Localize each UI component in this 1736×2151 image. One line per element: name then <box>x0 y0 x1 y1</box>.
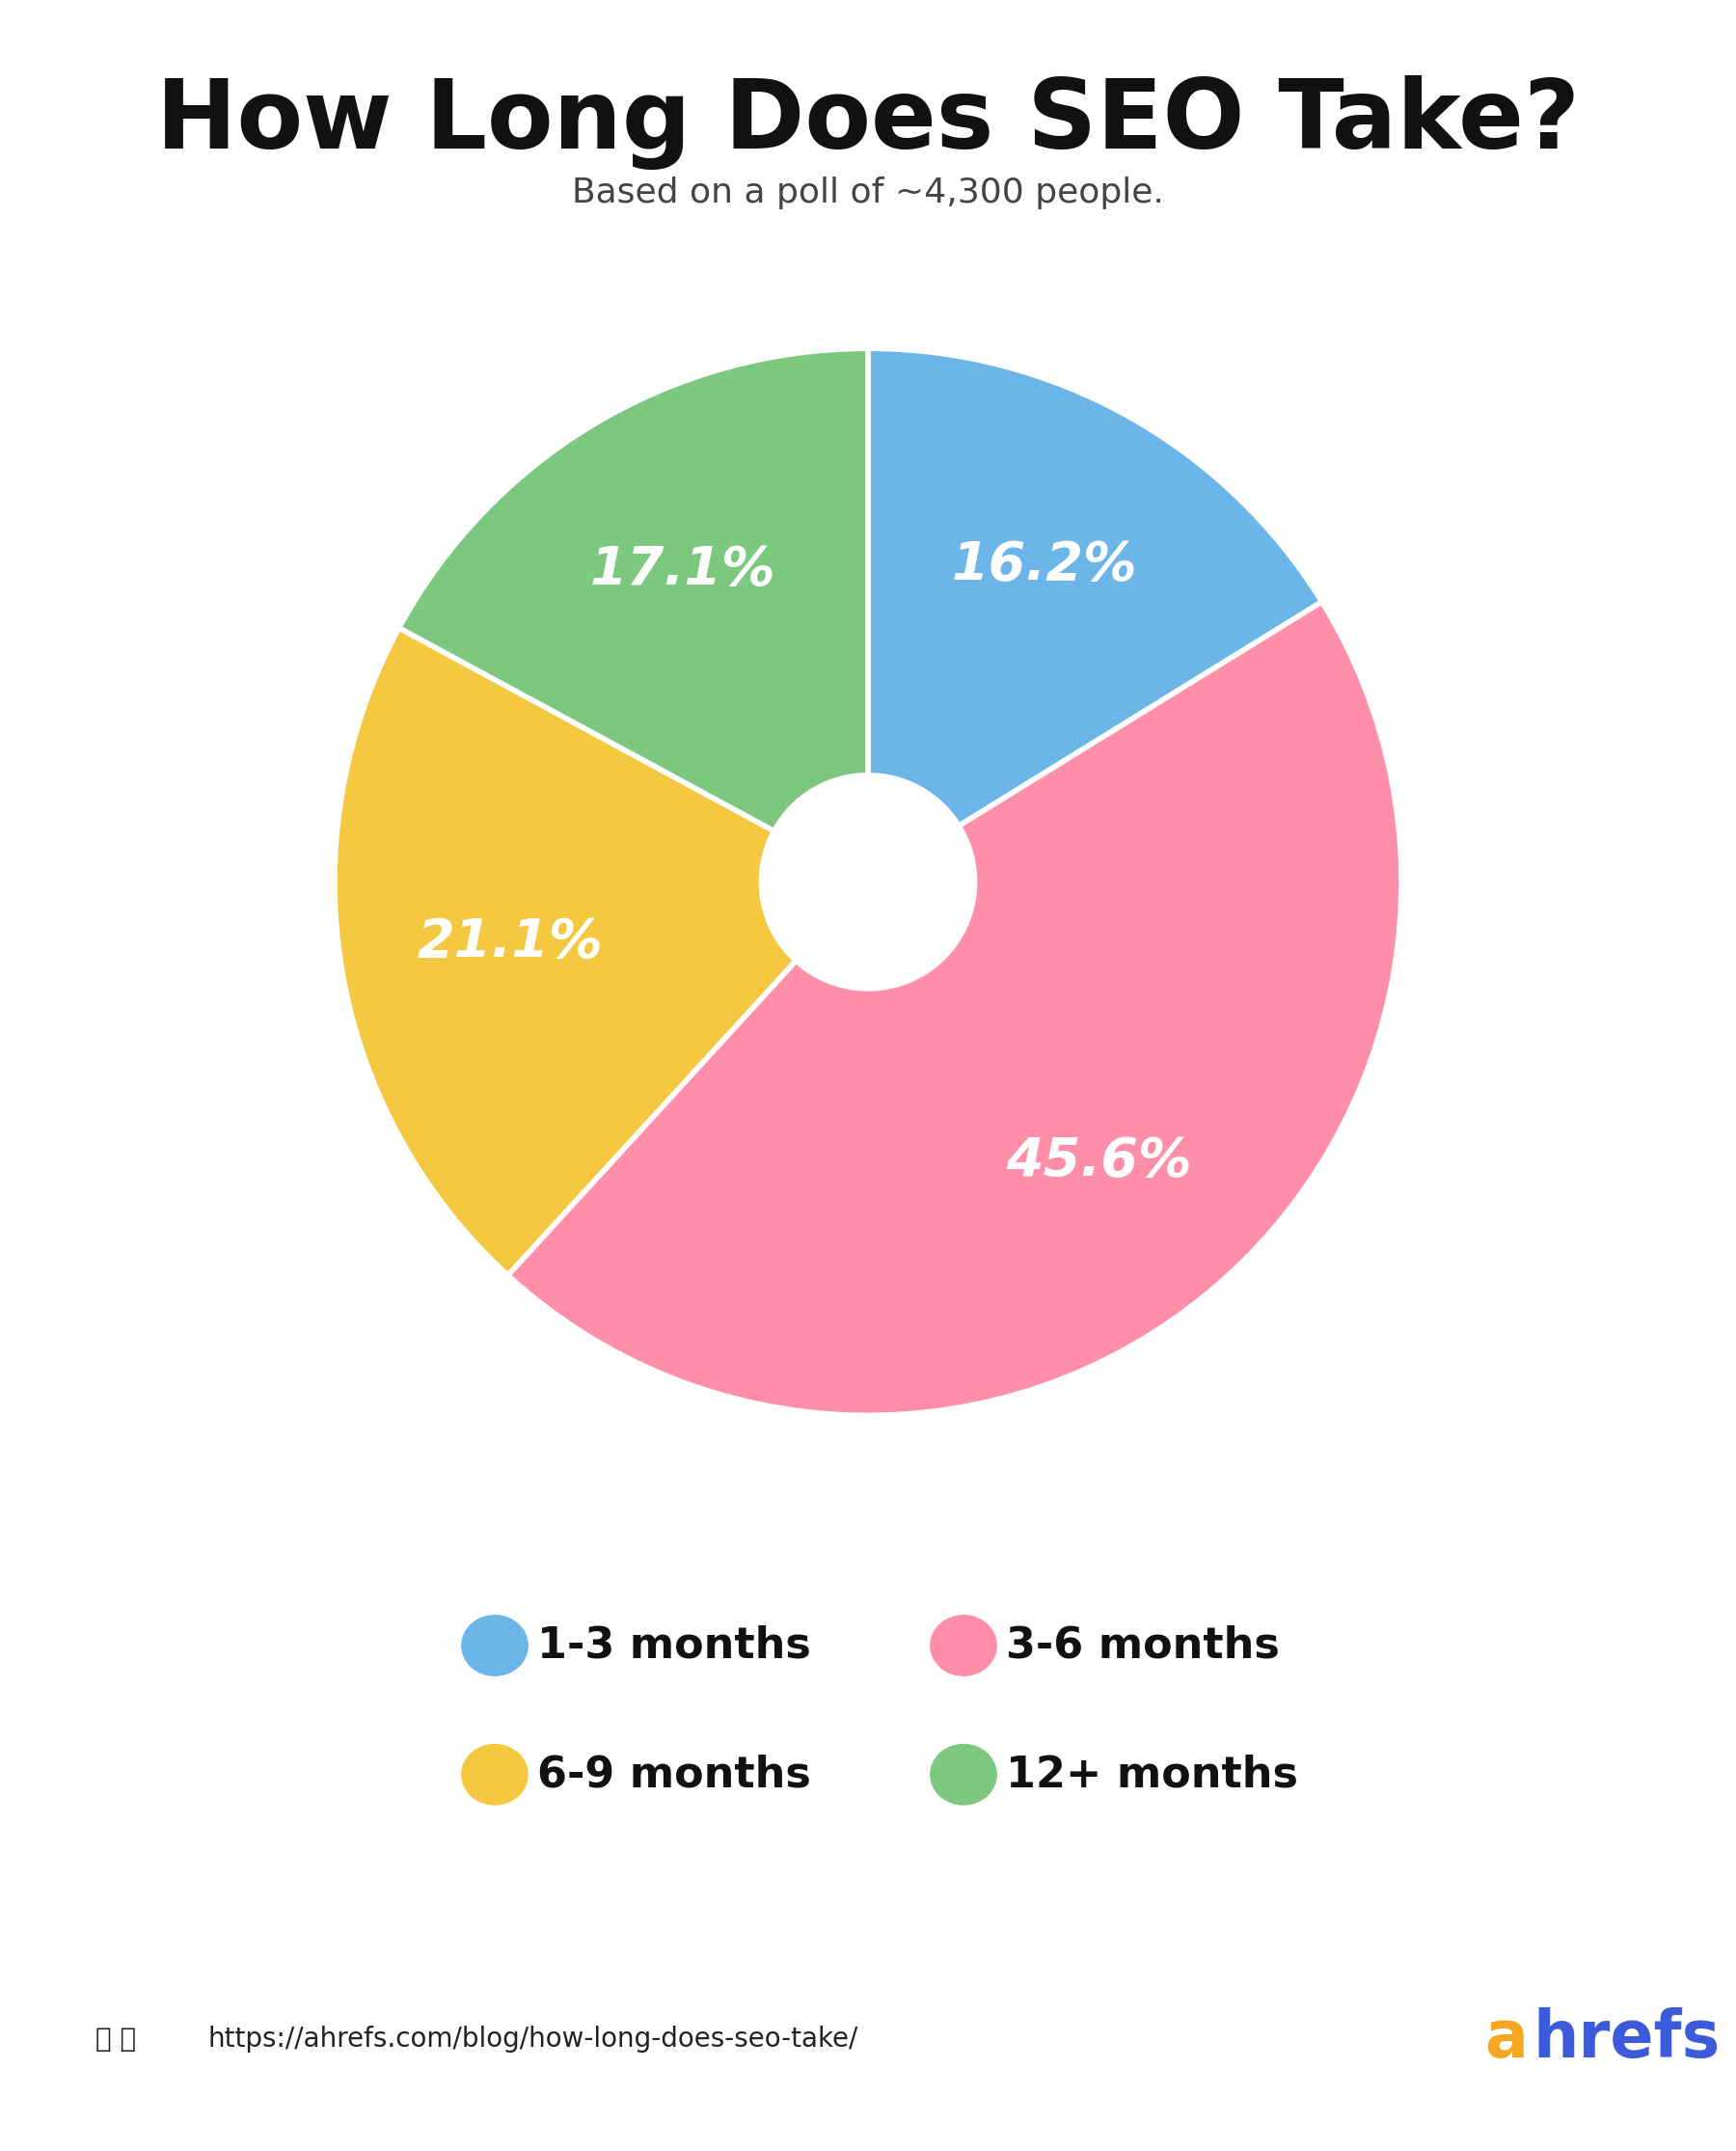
Text: hrefs: hrefs <box>1533 2007 1720 2071</box>
Text: 17.1%: 17.1% <box>590 544 776 596</box>
Text: 21.1%: 21.1% <box>417 916 602 968</box>
Text: https://ahrefs.com/blog/how-long-does-seo-take/: https://ahrefs.com/blog/how-long-does-se… <box>208 2026 859 2052</box>
Text: Based on a poll of ~4,300 people.: Based on a poll of ~4,300 people. <box>571 176 1165 209</box>
Text: a: a <box>1484 2007 1528 2071</box>
Text: 1-3 months: 1-3 months <box>538 1624 811 1667</box>
Wedge shape <box>335 628 797 1276</box>
Text: How Long Does SEO Take?: How Long Does SEO Take? <box>156 75 1580 170</box>
Text: 12+ months: 12+ months <box>1007 1753 1299 1796</box>
Text: Ⓒ ⓘ: Ⓒ ⓘ <box>95 2026 135 2052</box>
Wedge shape <box>868 348 1321 826</box>
Wedge shape <box>399 348 868 830</box>
Text: 16.2%: 16.2% <box>951 540 1137 592</box>
Text: 6-9 months: 6-9 months <box>538 1753 811 1796</box>
Wedge shape <box>509 602 1401 1415</box>
Text: 45.6%: 45.6% <box>1007 1136 1193 1187</box>
Text: 3-6 months: 3-6 months <box>1007 1624 1279 1667</box>
